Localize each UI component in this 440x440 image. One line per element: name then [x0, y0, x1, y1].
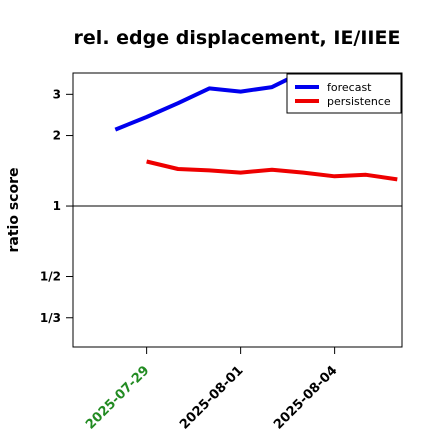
- legend-label-forecast: forecast: [327, 81, 372, 94]
- legend-label-persistence: persistence: [327, 95, 391, 108]
- chart-title: rel. edge displacement, IE/IIEE: [74, 27, 401, 49]
- legend: forecast persistence: [286, 73, 402, 114]
- legend-box: [286, 73, 402, 114]
- y-tick-label: 3: [53, 87, 61, 101]
- y-tick-label: 1/3: [40, 311, 61, 325]
- x-tick-label: 2025-08-01: [177, 363, 246, 432]
- series-layer: [114, 73, 398, 182]
- x-axis: 2025-07-29 2025-08-01 2025-08-04: [83, 347, 340, 433]
- y-tick-label: 1: [53, 199, 61, 213]
- y-axis: 1/3 1/2 1 2 3: [40, 87, 73, 325]
- y-tick-label: 1/2: [40, 270, 61, 284]
- x-tick-label: 2025-07-29: [83, 363, 152, 432]
- y-tick-label: 2: [53, 129, 61, 143]
- x-tick-label: 2025-08-04: [271, 363, 340, 432]
- y-axis-label: ratio score: [6, 168, 22, 253]
- series-line-forecast: [114, 73, 305, 132]
- series-line-persistence: [146, 159, 398, 182]
- plot-frame: [72, 72, 403, 348]
